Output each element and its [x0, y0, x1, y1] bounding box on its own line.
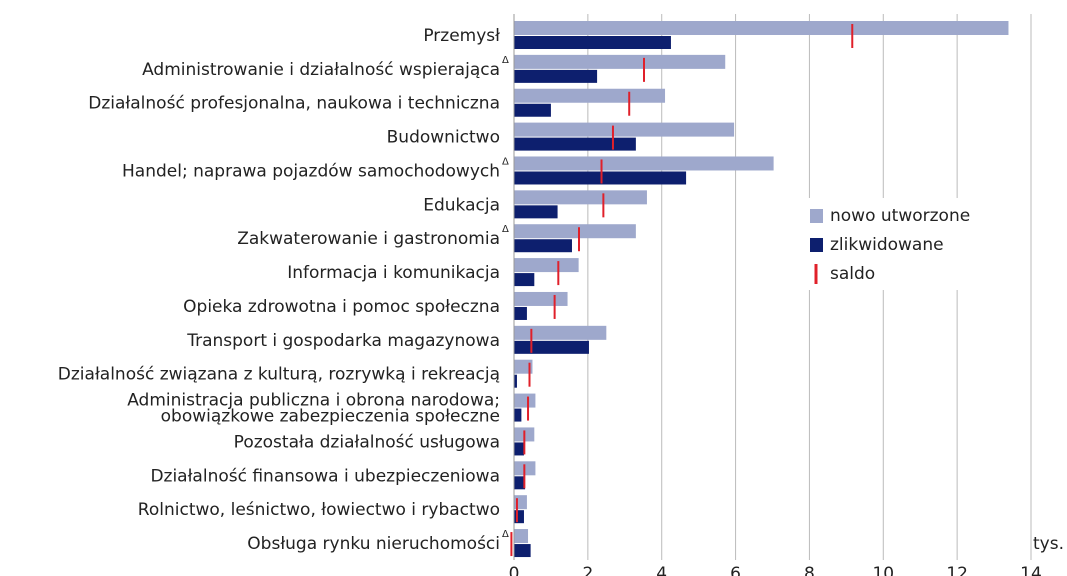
- x-tick-label: 10: [872, 564, 894, 576]
- bar: [514, 544, 531, 558]
- y-tick-label: Edukacja: [423, 195, 500, 215]
- x-axis-label: tys.: [1033, 534, 1064, 554]
- legend-label: saldo: [830, 264, 875, 284]
- bar: [514, 495, 527, 510]
- bar: [514, 88, 666, 103]
- label-mark: Δ: [502, 224, 509, 235]
- bar: [514, 442, 524, 456]
- label-line: Transport i gospodarka magazynowa: [186, 331, 500, 351]
- label-line: Obsługa rynku nieruchomości: [247, 534, 500, 554]
- label-line: Rolnictwo, leśnictwo, łowiectwo i rybact…: [138, 500, 500, 520]
- y-tick-label: Działalność związana z kulturą, rozrywką…: [58, 365, 500, 385]
- bar: [514, 306, 527, 320]
- y-tick-label: Działalność finansowa i ubezpieczeniowa: [150, 466, 500, 486]
- bar: [514, 21, 1009, 35]
- label-line: Zakwaterowanie i gastronomia: [237, 229, 500, 249]
- y-tick-label: Działalność profesjonalna, naukowa i tec…: [88, 94, 500, 114]
- legend-swatch: [810, 209, 823, 223]
- bar: [514, 224, 636, 239]
- y-tick-label: Informacja i komunikacja: [287, 263, 500, 283]
- bar: [514, 36, 671, 49]
- y-tick-label: Zakwaterowanie i gastronomia: [237, 229, 500, 249]
- bar: [514, 103, 551, 117]
- y-tick-label: Rolnictwo, leśnictwo, łowiectwo i rybact…: [138, 500, 500, 520]
- bar: [514, 122, 735, 137]
- label-line: Opieka zdrowotna i pomoc społeczna: [183, 297, 500, 317]
- label-line: Działalność finansowa i ubezpieczeniowa: [150, 466, 500, 486]
- bar: [514, 190, 647, 205]
- y-tick-label: Administrowanie i działalność wspierając…: [142, 60, 500, 80]
- y-tick-label: Budownictwo: [387, 128, 500, 148]
- bar: [514, 258, 579, 273]
- label-line: Działalność związana z kulturą, rozrywką…: [58, 365, 500, 385]
- x-tick-label: 8: [804, 564, 815, 576]
- label-line: Budownictwo: [387, 128, 500, 148]
- label-line: Administracja publiczna i obrona narodow…: [127, 391, 500, 411]
- label-mark: Δ: [502, 55, 509, 66]
- y-tick-label: Handel; naprawa pojazdów samochodowych: [122, 161, 500, 181]
- x-tick-label: 6: [730, 564, 741, 576]
- bar: [514, 291, 568, 306]
- bar: [514, 54, 726, 69]
- label-line: Administrowanie i działalność wspierając…: [142, 60, 500, 80]
- bar: [514, 137, 636, 151]
- legend-swatch: [810, 238, 823, 252]
- x-tick-label: 14: [1020, 564, 1042, 576]
- bar: [514, 529, 529, 544]
- y-tick-label: Opieka zdrowotna i pomoc społeczna: [183, 297, 500, 317]
- y-tick-label: Przemysł: [423, 26, 500, 46]
- x-tick-label: 0: [509, 564, 520, 576]
- legend: nowo utworzone zlikwidowane saldo: [795, 198, 990, 290]
- y-tick-label: Transport i gospodarka magazynowa: [186, 331, 500, 351]
- legend-label: nowo utworzone: [830, 206, 970, 226]
- x-tick-label: 4: [656, 564, 667, 576]
- y-tick-label: Administracja publiczna i obrona narodow…: [127, 391, 500, 427]
- label-line: Pozostała działalność usługowa: [234, 432, 500, 452]
- label-line: Edukacja: [423, 195, 500, 215]
- label-line: obowiązkowe zabezpieczenia społeczne: [161, 407, 500, 427]
- legend-background: [795, 198, 990, 290]
- y-tick-label: Obsługa rynku nieruchomości: [247, 534, 500, 554]
- bar: [514, 510, 524, 524]
- bar: [514, 476, 526, 490]
- bar: [514, 156, 774, 171]
- bar: [514, 325, 607, 340]
- legend-label: zlikwidowane: [830, 235, 944, 255]
- bar: [514, 374, 517, 388]
- bar: [514, 205, 558, 219]
- label-line: Działalność profesjonalna, naukowa i tec…: [88, 94, 500, 114]
- y-tick-label: Pozostała działalność usługowa: [234, 432, 500, 452]
- label-mark: Δ: [502, 529, 509, 540]
- label-line: Przemysł: [423, 26, 500, 46]
- bar: [514, 273, 535, 287]
- bar: [514, 393, 536, 408]
- bar: [514, 239, 572, 253]
- bar: [514, 359, 533, 374]
- label-mark: Δ: [502, 156, 509, 167]
- bar: [514, 408, 522, 422]
- bar: [514, 171, 687, 185]
- label-line: Handel; naprawa pojazdów samochodowych: [122, 161, 500, 181]
- bar: [514, 340, 589, 354]
- label-line: Informacja i komunikacja: [287, 263, 500, 283]
- bar: [514, 69, 598, 83]
- x-tick-label: 12: [946, 564, 968, 576]
- x-tick-label: 2: [582, 564, 593, 576]
